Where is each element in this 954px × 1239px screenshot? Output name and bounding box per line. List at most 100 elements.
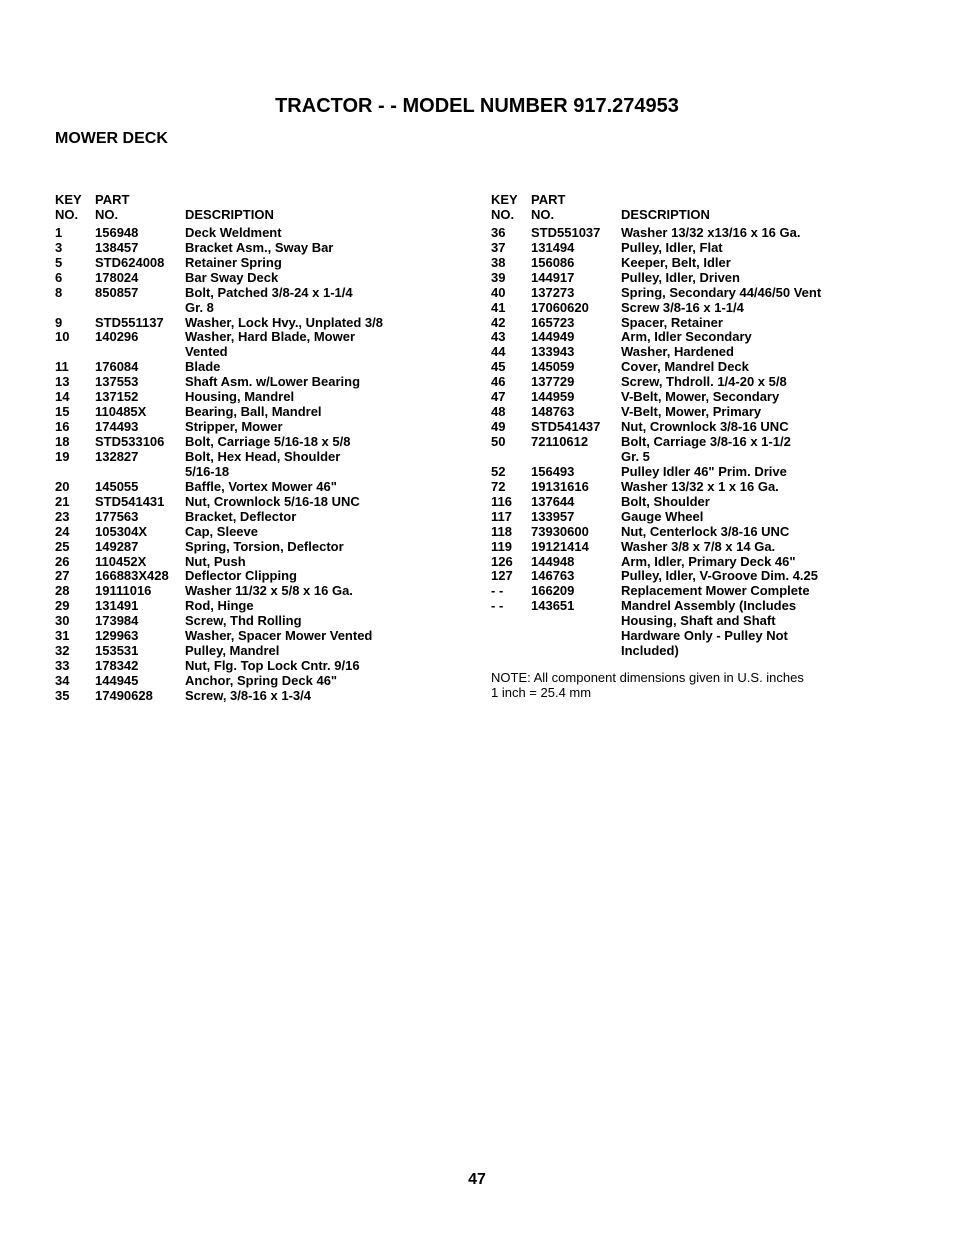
table-row-desc: Baffle, Vortex Mower 46"	[185, 480, 463, 495]
note-line-2: 1 inch = 25.4 mm	[491, 686, 899, 701]
table-row-part: 133943	[531, 345, 621, 360]
table-row-part: 850857	[95, 286, 185, 301]
table-row-desc: Bolt, Patched 3/8-24 x 1-1/4	[185, 286, 463, 301]
table-row-key: 119	[491, 540, 531, 555]
table-row-desc: 5/16-18	[185, 465, 463, 480]
table-row-part: 143651	[531, 599, 621, 614]
note-block: NOTE: All component dimensions given in …	[491, 671, 899, 701]
table-row-desc: Deck Weldment	[185, 226, 463, 241]
table-row-desc: Cap, Sleeve	[185, 525, 463, 540]
table-row-part: 137644	[531, 495, 621, 510]
table-row-desc: Washer, Spacer Mower Vented	[185, 629, 463, 644]
table-row-desc: V-Belt, Mower, Secondary	[621, 390, 899, 405]
table-row-key: - -	[491, 584, 531, 599]
table-row-part: 144959	[531, 390, 621, 405]
table-row-desc: Deflector Clipping	[185, 569, 463, 584]
table-row-desc: Washer 11/32 x 5/8 x 16 Ga.	[185, 584, 463, 599]
header-key: KEY NO.	[55, 193, 95, 223]
table-row-desc: Bolt, Carriage 5/16-18 x 5/8	[185, 435, 463, 450]
table-row-desc: Screw, 3/8-16 x 1-3/4	[185, 689, 463, 704]
table-row-key: 18	[55, 435, 95, 450]
table-row-desc: Nut, Flg. Top Lock Cntr. 9/16	[185, 659, 463, 674]
table-row-desc: Nut, Crownlock 5/16-18 UNC	[185, 495, 463, 510]
header-desc-label-r: DESCRIPTION	[621, 208, 899, 223]
table-row-part: 177563	[95, 510, 185, 525]
table-row-part: 132827	[95, 450, 185, 465]
table-row-part: STD541437	[531, 420, 621, 435]
table-row-part: 146763	[531, 569, 621, 584]
table-row-desc: Nut, Push	[185, 555, 463, 570]
table-row-desc: Pulley, Mandrel	[185, 644, 463, 659]
table-row-desc: Bearing, Ball, Mandrel	[185, 405, 463, 420]
table-row-key: 42	[491, 316, 531, 331]
header-part-r: PART NO.	[531, 193, 621, 223]
table-row-desc: Replacement Mower Complete	[621, 584, 899, 599]
table-row-part: 144948	[531, 555, 621, 570]
table-row-desc: Washer, Hardened	[621, 345, 899, 360]
table-row-key: 13	[55, 375, 95, 390]
table-row-desc: Rod, Hinge	[185, 599, 463, 614]
table-row-part: STD541431	[95, 495, 185, 510]
table-row-desc: Cover, Mandrel Deck	[621, 360, 899, 375]
table-row-key: 37	[491, 241, 531, 256]
table-row-part: 110452X	[95, 555, 185, 570]
table-row-key: 46	[491, 375, 531, 390]
table-row-key: - -	[491, 599, 531, 614]
table-row-part	[95, 301, 185, 316]
table-row-desc: Mandrel Assembly (Includes	[621, 599, 899, 614]
table-row-part: 148763	[531, 405, 621, 420]
table-row-key: 3	[55, 241, 95, 256]
table-row-desc: Arm, Idler, Primary Deck 46"	[621, 555, 899, 570]
table-row-desc: Gauge Wheel	[621, 510, 899, 525]
table-row-part: 19121414	[531, 540, 621, 555]
left-column: KEY NO. 13568 910 11131415161819 2021232…	[55, 193, 463, 704]
table-row-key	[55, 301, 95, 316]
table-row-desc: Gr. 5	[621, 450, 899, 465]
header-key-r: KEY NO.	[491, 193, 531, 223]
table-row-key: 31	[55, 629, 95, 644]
table-row-part: 149287	[95, 540, 185, 555]
header-partno-label: NO.	[95, 208, 185, 223]
table-row-desc: Gr. 8	[185, 301, 463, 316]
table-row-part: 156948	[95, 226, 185, 241]
header-no-label: NO.	[55, 208, 95, 223]
table-row-desc: Housing, Shaft and Shaft	[621, 614, 899, 629]
table-row-key: 24	[55, 525, 95, 540]
table-row-key: 5	[55, 256, 95, 271]
table-row-part: 137729	[531, 375, 621, 390]
table-row-desc: Washer 13/32 x13/16 x 16 Ga.	[621, 226, 899, 241]
table-row-desc: Spring, Torsion, Deflector	[185, 540, 463, 555]
table-row-part: 137152	[95, 390, 185, 405]
table-row-part: 173984	[95, 614, 185, 629]
table-row-key: 30	[55, 614, 95, 629]
table-row-desc: Washer, Lock Hvy., Unplated 3/8	[185, 316, 463, 331]
table-row-part: STD551037	[531, 226, 621, 241]
table-row-desc: Pulley, Idler, Driven	[621, 271, 899, 286]
table-row-desc: Bolt, Shoulder	[621, 495, 899, 510]
parts-table: KEY NO. 13568 910 11131415161819 2021232…	[55, 193, 899, 704]
table-row-key: 41	[491, 301, 531, 316]
table-row-key: 127	[491, 569, 531, 584]
table-row-desc: Bolt, Carriage 3/8-16 x 1-1/2	[621, 435, 899, 450]
table-row-part: 131491	[95, 599, 185, 614]
table-row-key: 11	[55, 360, 95, 375]
right-column: KEY NO. 363738394041424344454647484950 5…	[491, 193, 899, 704]
table-row-key: 36	[491, 226, 531, 241]
table-row-key	[491, 644, 531, 659]
table-row-part: 129963	[95, 629, 185, 644]
table-row-part: 73930600	[531, 525, 621, 540]
header-partno-label-r: NO.	[531, 208, 621, 223]
table-row-part: 145055	[95, 480, 185, 495]
table-row-part: 165723	[531, 316, 621, 331]
table-row-desc: Bracket, Deflector	[185, 510, 463, 525]
table-row-desc: Nut, Crownlock 3/8-16 UNC	[621, 420, 899, 435]
header-part-label-r: PART	[531, 193, 621, 208]
table-row-key: 14	[55, 390, 95, 405]
table-row-key	[491, 450, 531, 465]
table-row-part: 144949	[531, 330, 621, 345]
table-row-desc: Arm, Idler Secondary	[621, 330, 899, 345]
table-row-desc: Screw 3/8-16 x 1-1/4	[621, 301, 899, 316]
table-row-key: 35	[55, 689, 95, 704]
page-title: TRACTOR - - MODEL NUMBER 917.274953	[55, 95, 899, 118]
table-row-desc: Blade	[185, 360, 463, 375]
